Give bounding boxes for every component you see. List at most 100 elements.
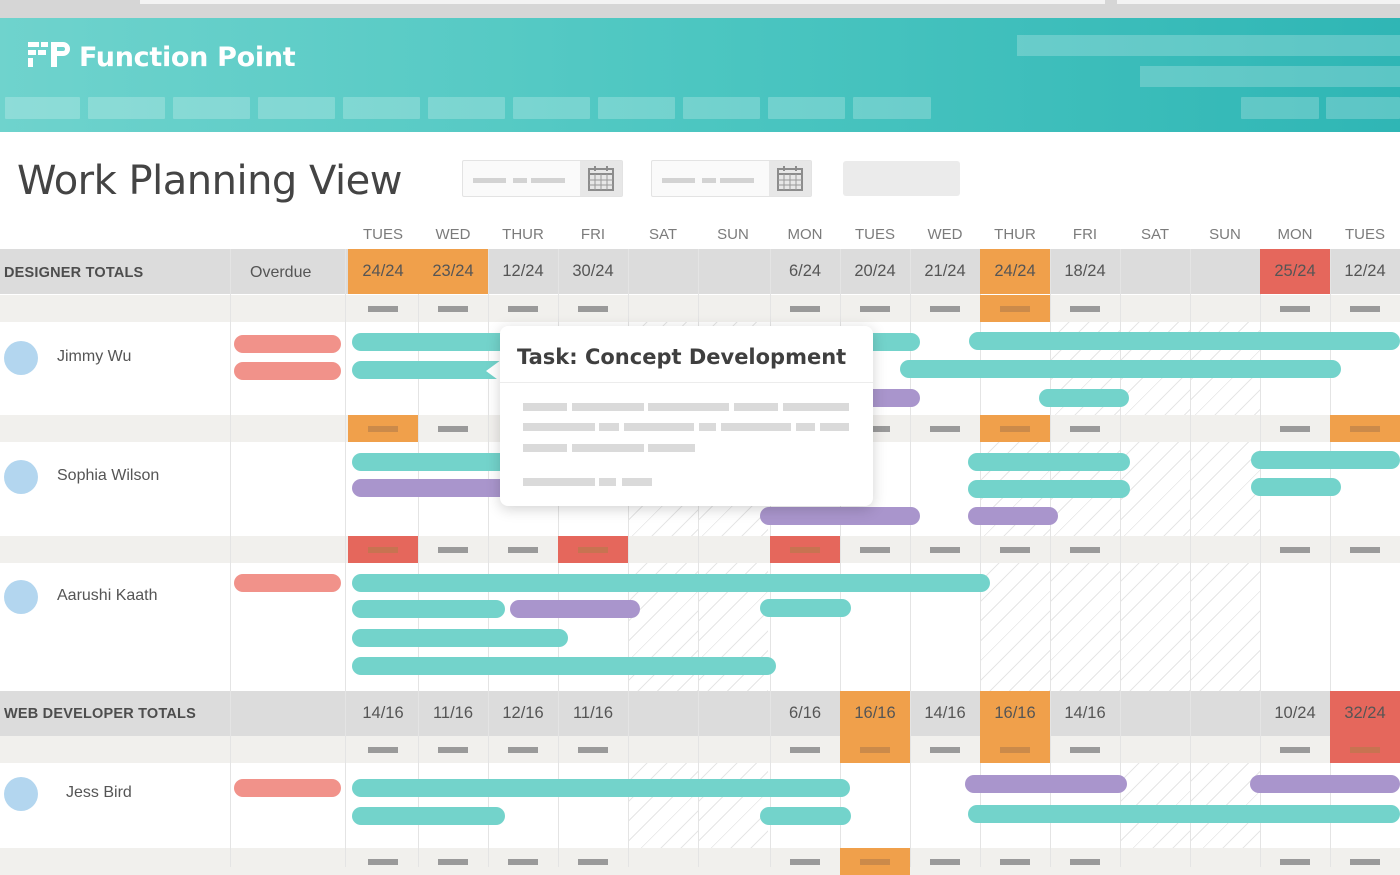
- task-bar-teal[interactable]: [969, 332, 1400, 350]
- task-bar-teal[interactable]: [352, 574, 990, 592]
- capacity-indicator: [1070, 306, 1100, 312]
- start-date-calendar-button[interactable]: [580, 161, 622, 196]
- task-bar-purple[interactable]: [352, 479, 510, 497]
- capacity-indicator: [1000, 859, 1030, 865]
- nav-tab-11[interactable]: [853, 97, 931, 119]
- start-date-input[interactable]: [462, 160, 623, 197]
- capacity-indicator: [860, 859, 890, 865]
- nav-tab-9[interactable]: [683, 97, 760, 119]
- task-bar-teal[interactable]: [352, 779, 850, 797]
- column-divider: [698, 249, 699, 867]
- capacity-indicator: [508, 859, 538, 865]
- nav-tab-8[interactable]: [598, 97, 675, 119]
- function-point-logo-icon[interactable]: [28, 42, 72, 72]
- capacity-indicator: [578, 306, 608, 312]
- capacity-indicator: [930, 547, 960, 553]
- weekend-cell: [628, 763, 698, 848]
- task-bar-salmon[interactable]: [234, 335, 341, 353]
- capacity-subrow: [0, 736, 1400, 763]
- tooltip-arrow: [486, 360, 501, 382]
- person-name[interactable]: Jimmy Wu: [57, 348, 132, 365]
- column-divider: [1120, 249, 1121, 867]
- task-bar-teal[interactable]: [352, 361, 510, 379]
- column-divider: [1190, 249, 1191, 867]
- webdev-total-cell: 14/16: [1064, 704, 1106, 722]
- column-divider: [230, 249, 231, 867]
- task-bar-teal[interactable]: [352, 807, 505, 825]
- capacity-indicator: [1350, 859, 1380, 865]
- capacity-indicator: [368, 547, 398, 553]
- weekend-cell: [1190, 563, 1260, 691]
- designer-total-cell: 24/24: [348, 249, 418, 294]
- task-bar-teal[interactable]: [352, 657, 776, 675]
- capacity-indicator: [860, 306, 890, 312]
- capacity-indicator: [368, 859, 398, 865]
- avatar[interactable]: [4, 460, 38, 494]
- nav-tab-4[interactable]: [258, 97, 335, 119]
- task-tooltip: Task: Concept Development: [500, 326, 873, 506]
- task-bar-teal[interactable]: [760, 599, 851, 617]
- webdev-total-cell: 11/16: [432, 704, 474, 722]
- day-header: TUES: [854, 226, 895, 243]
- capacity-indicator: [1000, 547, 1030, 553]
- task-bar-teal[interactable]: [352, 600, 505, 618]
- task-bar-teal[interactable]: [1251, 478, 1341, 496]
- capacity-indicator: [1350, 747, 1380, 753]
- nav-tab-7[interactable]: [513, 97, 590, 119]
- designer-totals-label: DESIGNER TOTALS: [4, 265, 144, 281]
- nav-tab-right-2[interactable]: [1326, 97, 1400, 119]
- task-bar-purple[interactable]: [968, 507, 1058, 525]
- webdev-total-cell: [628, 691, 698, 736]
- header-search-area: [1140, 66, 1400, 87]
- task-bar-teal[interactable]: [352, 453, 510, 471]
- nav-tab-2[interactable]: [88, 97, 165, 119]
- task-bar-salmon[interactable]: [234, 779, 341, 797]
- day-header: WED: [435, 226, 471, 243]
- nav-tab-10[interactable]: [768, 97, 845, 119]
- task-bar-purple[interactable]: [1250, 775, 1400, 793]
- designer-total-cell: 18/24: [1064, 262, 1106, 280]
- task-bar-salmon[interactable]: [234, 362, 341, 380]
- task-bar-teal[interactable]: [760, 807, 851, 825]
- column-divider: [980, 249, 981, 867]
- end-date-calendar-button[interactable]: [769, 161, 811, 196]
- task-bar-purple[interactable]: [760, 507, 920, 525]
- address-bar[interactable]: [140, 0, 1105, 4]
- person-name[interactable]: Aarushi Kaath: [57, 587, 158, 604]
- task-bar-teal[interactable]: [352, 629, 568, 647]
- header-user-area: [1017, 35, 1400, 56]
- avatar[interactable]: [4, 341, 38, 375]
- task-bar-teal[interactable]: [968, 805, 1400, 823]
- task-bar-teal[interactable]: [900, 360, 1341, 378]
- nav-tab-right-1[interactable]: [1241, 97, 1319, 119]
- person-name[interactable]: Sophia Wilson: [57, 467, 160, 484]
- nav-tab-6[interactable]: [428, 97, 505, 119]
- nav-tab-5[interactable]: [343, 97, 420, 119]
- task-bar-teal[interactable]: [1039, 389, 1129, 407]
- capacity-indicator: [368, 306, 398, 312]
- task-bar-teal[interactable]: [968, 453, 1130, 471]
- avatar[interactable]: [4, 580, 38, 614]
- task-bar-purple[interactable]: [510, 600, 640, 618]
- nav-tab-1[interactable]: [5, 97, 80, 119]
- calendar-icon: [777, 166, 803, 191]
- task-bar-purple[interactable]: [965, 775, 1127, 793]
- apply-button[interactable]: [843, 161, 960, 196]
- task-bar-salmon[interactable]: [234, 574, 341, 592]
- webdev-total-cell: 10/24: [1274, 704, 1316, 722]
- capacity-indicator: [438, 747, 468, 753]
- column-divider: [1260, 249, 1261, 867]
- capacity-indicator: [438, 547, 468, 553]
- column-divider: [1330, 249, 1331, 867]
- avatar[interactable]: [4, 777, 38, 811]
- time-off-cell: [1050, 563, 1120, 691]
- end-date-input[interactable]: [651, 160, 812, 197]
- person-name[interactable]: Jess Bird: [66, 784, 132, 801]
- app-name[interactable]: Function Point: [79, 42, 296, 73]
- column-divider: [910, 249, 911, 867]
- task-bar-teal[interactable]: [968, 480, 1130, 498]
- nav-tab-3[interactable]: [173, 97, 250, 119]
- task-bar-teal[interactable]: [1251, 451, 1400, 469]
- day-header: SUN: [717, 226, 749, 243]
